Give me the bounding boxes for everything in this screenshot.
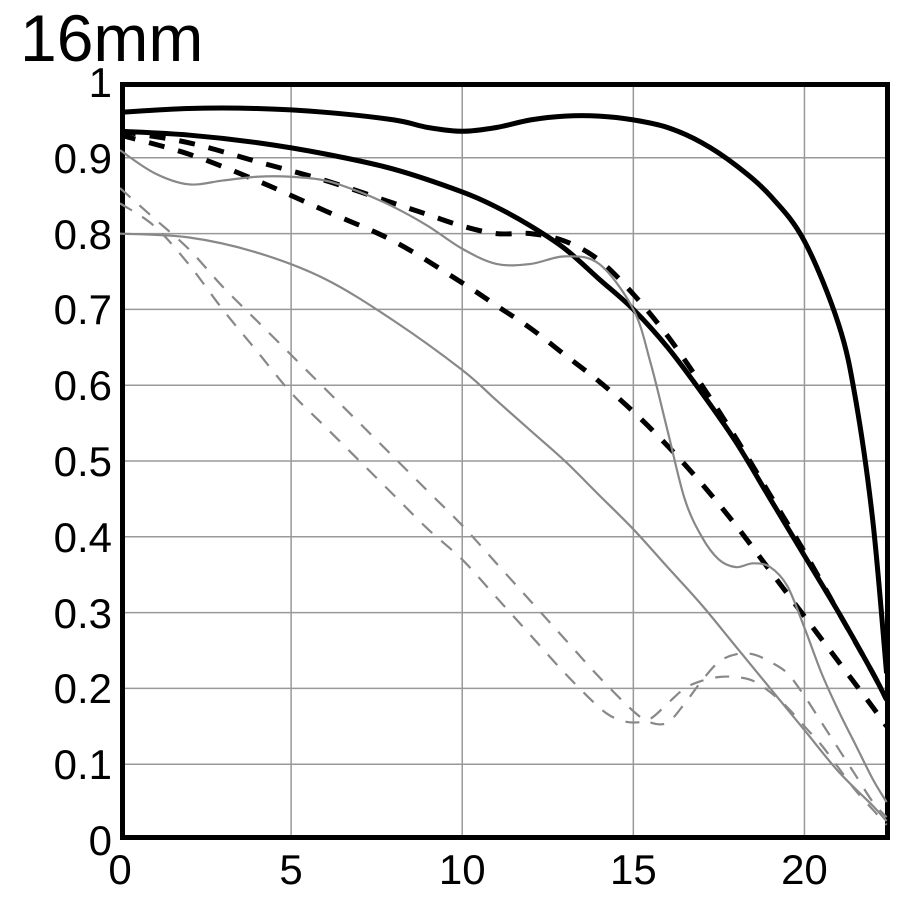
x-tick-label: 0 — [80, 846, 160, 894]
x-tick-label: 5 — [251, 846, 331, 894]
y-tick-label: 0.5 — [12, 438, 112, 486]
y-tick-label: 0.2 — [12, 665, 112, 713]
chart-svg — [120, 82, 890, 840]
series-thick_dash_lower — [120, 135, 887, 726]
y-tick-label: 0.9 — [12, 135, 112, 183]
series-thin_dash_2 — [120, 203, 887, 825]
series-thick_solid_top — [120, 108, 887, 673]
x-tick-label: 10 — [422, 846, 502, 894]
y-tick-label: 0.7 — [12, 286, 112, 334]
x-tick-label: 20 — [764, 846, 844, 894]
chart-plot-area — [120, 82, 890, 840]
y-tick-label: 0.6 — [12, 362, 112, 410]
series-thick_dash_upper — [120, 131, 887, 700]
y-tick-label: 0.1 — [12, 741, 112, 789]
series-thin_solid_wavy — [120, 150, 887, 802]
y-tick-label: 0.8 — [12, 211, 112, 259]
page-root: 16mm 00.10.20.30.40.50.60.70.80.91051015… — [0, 0, 911, 911]
x-tick-label: 15 — [593, 846, 673, 894]
y-tick-label: 1 — [12, 59, 112, 107]
y-tick-label: 0.3 — [12, 590, 112, 638]
series-thick_solid_mid — [120, 131, 887, 700]
y-tick-label: 0.4 — [12, 514, 112, 562]
series-thin_solid_low — [120, 234, 887, 821]
